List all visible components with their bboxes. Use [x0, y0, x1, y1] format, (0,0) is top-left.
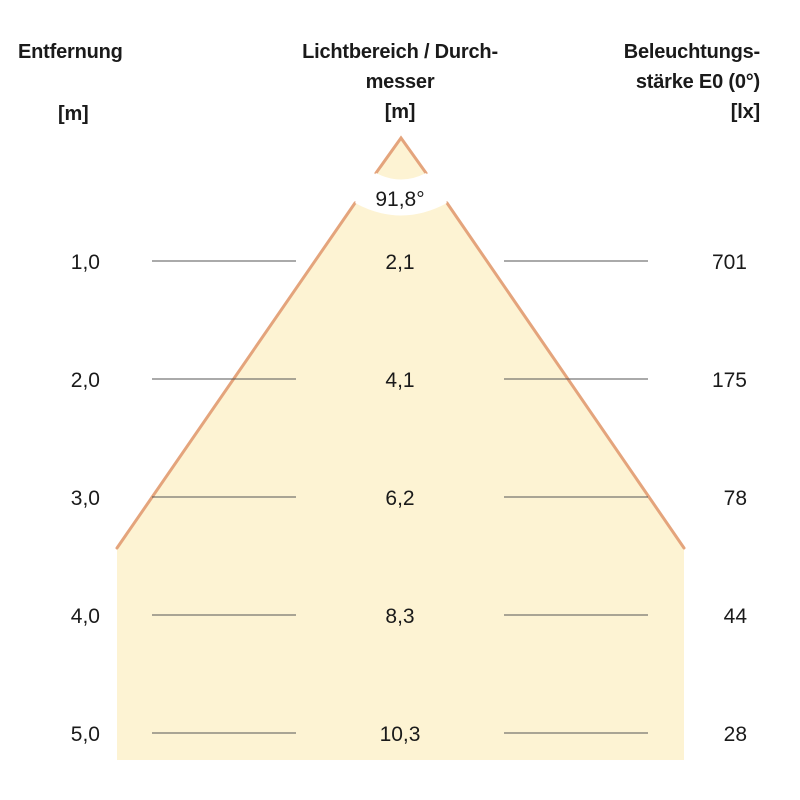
illuminance-value: 28 — [724, 723, 747, 746]
diameter-header-line1: Lichtbereich / Durch- — [302, 41, 498, 63]
illuminance-value: 701 — [712, 251, 747, 274]
distance-header-title: Entfernung — [18, 41, 123, 63]
illuminance-header-line1: Beleuchtungs- — [623, 41, 760, 63]
illuminance-value: 175 — [712, 369, 747, 392]
distance-value: 2,0 — [71, 369, 100, 392]
measurement-row: 5,0 10,3 28 — [71, 723, 747, 746]
distance-value: 3,0 — [71, 487, 100, 510]
illuminance-header-unit: [lx] — [730, 101, 760, 123]
illuminance-value: 78 — [724, 487, 747, 510]
measurement-row: 4,0 8,3 44 — [71, 605, 748, 628]
illuminance-header: Beleuchtungs- stärke E0 (0°) [lx] — [560, 37, 760, 127]
diameter-header: Lichtbereich / Durch- messer [m] — [260, 37, 540, 127]
light-cone-edges — [115, 135, 686, 550]
diameter-value: 8,3 — [385, 605, 414, 628]
distance-value: 1,0 — [71, 251, 100, 274]
diameter-value: 6,2 — [385, 487, 414, 510]
diameter-value: 10,3 — [380, 723, 421, 746]
illuminance-header-line2: stärke E0 (0°) — [635, 71, 760, 93]
beam-angle-arc — [355, 173, 447, 216]
diameter-header-line2: messer — [365, 71, 435, 93]
illuminance-value: 44 — [724, 605, 748, 628]
measurement-row: 3,0 6,2 78 — [71, 487, 747, 510]
distance-value: 4,0 — [71, 605, 100, 628]
measurement-rows: 1,0 2,1 701 2,0 4,1 175 3,0 6,2 78 4,0 8,3 44 5,0 10,… — [71, 251, 748, 746]
diameter-value: 4,1 — [385, 369, 414, 392]
diameter-header-unit: [m] — [384, 101, 416, 123]
measurement-row: 1,0 2,1 701 — [71, 251, 747, 274]
beam-angle-label: 91,8° — [375, 188, 424, 211]
measurement-row: 2,0 4,1 175 — [71, 369, 747, 392]
distance-header: Entfernung [m] — [18, 37, 148, 129]
distance-value: 5,0 — [71, 723, 100, 746]
light-cone-area — [117, 138, 684, 760]
diameter-value: 2,1 — [385, 251, 414, 274]
distance-header-unit: [m] — [58, 103, 89, 125]
